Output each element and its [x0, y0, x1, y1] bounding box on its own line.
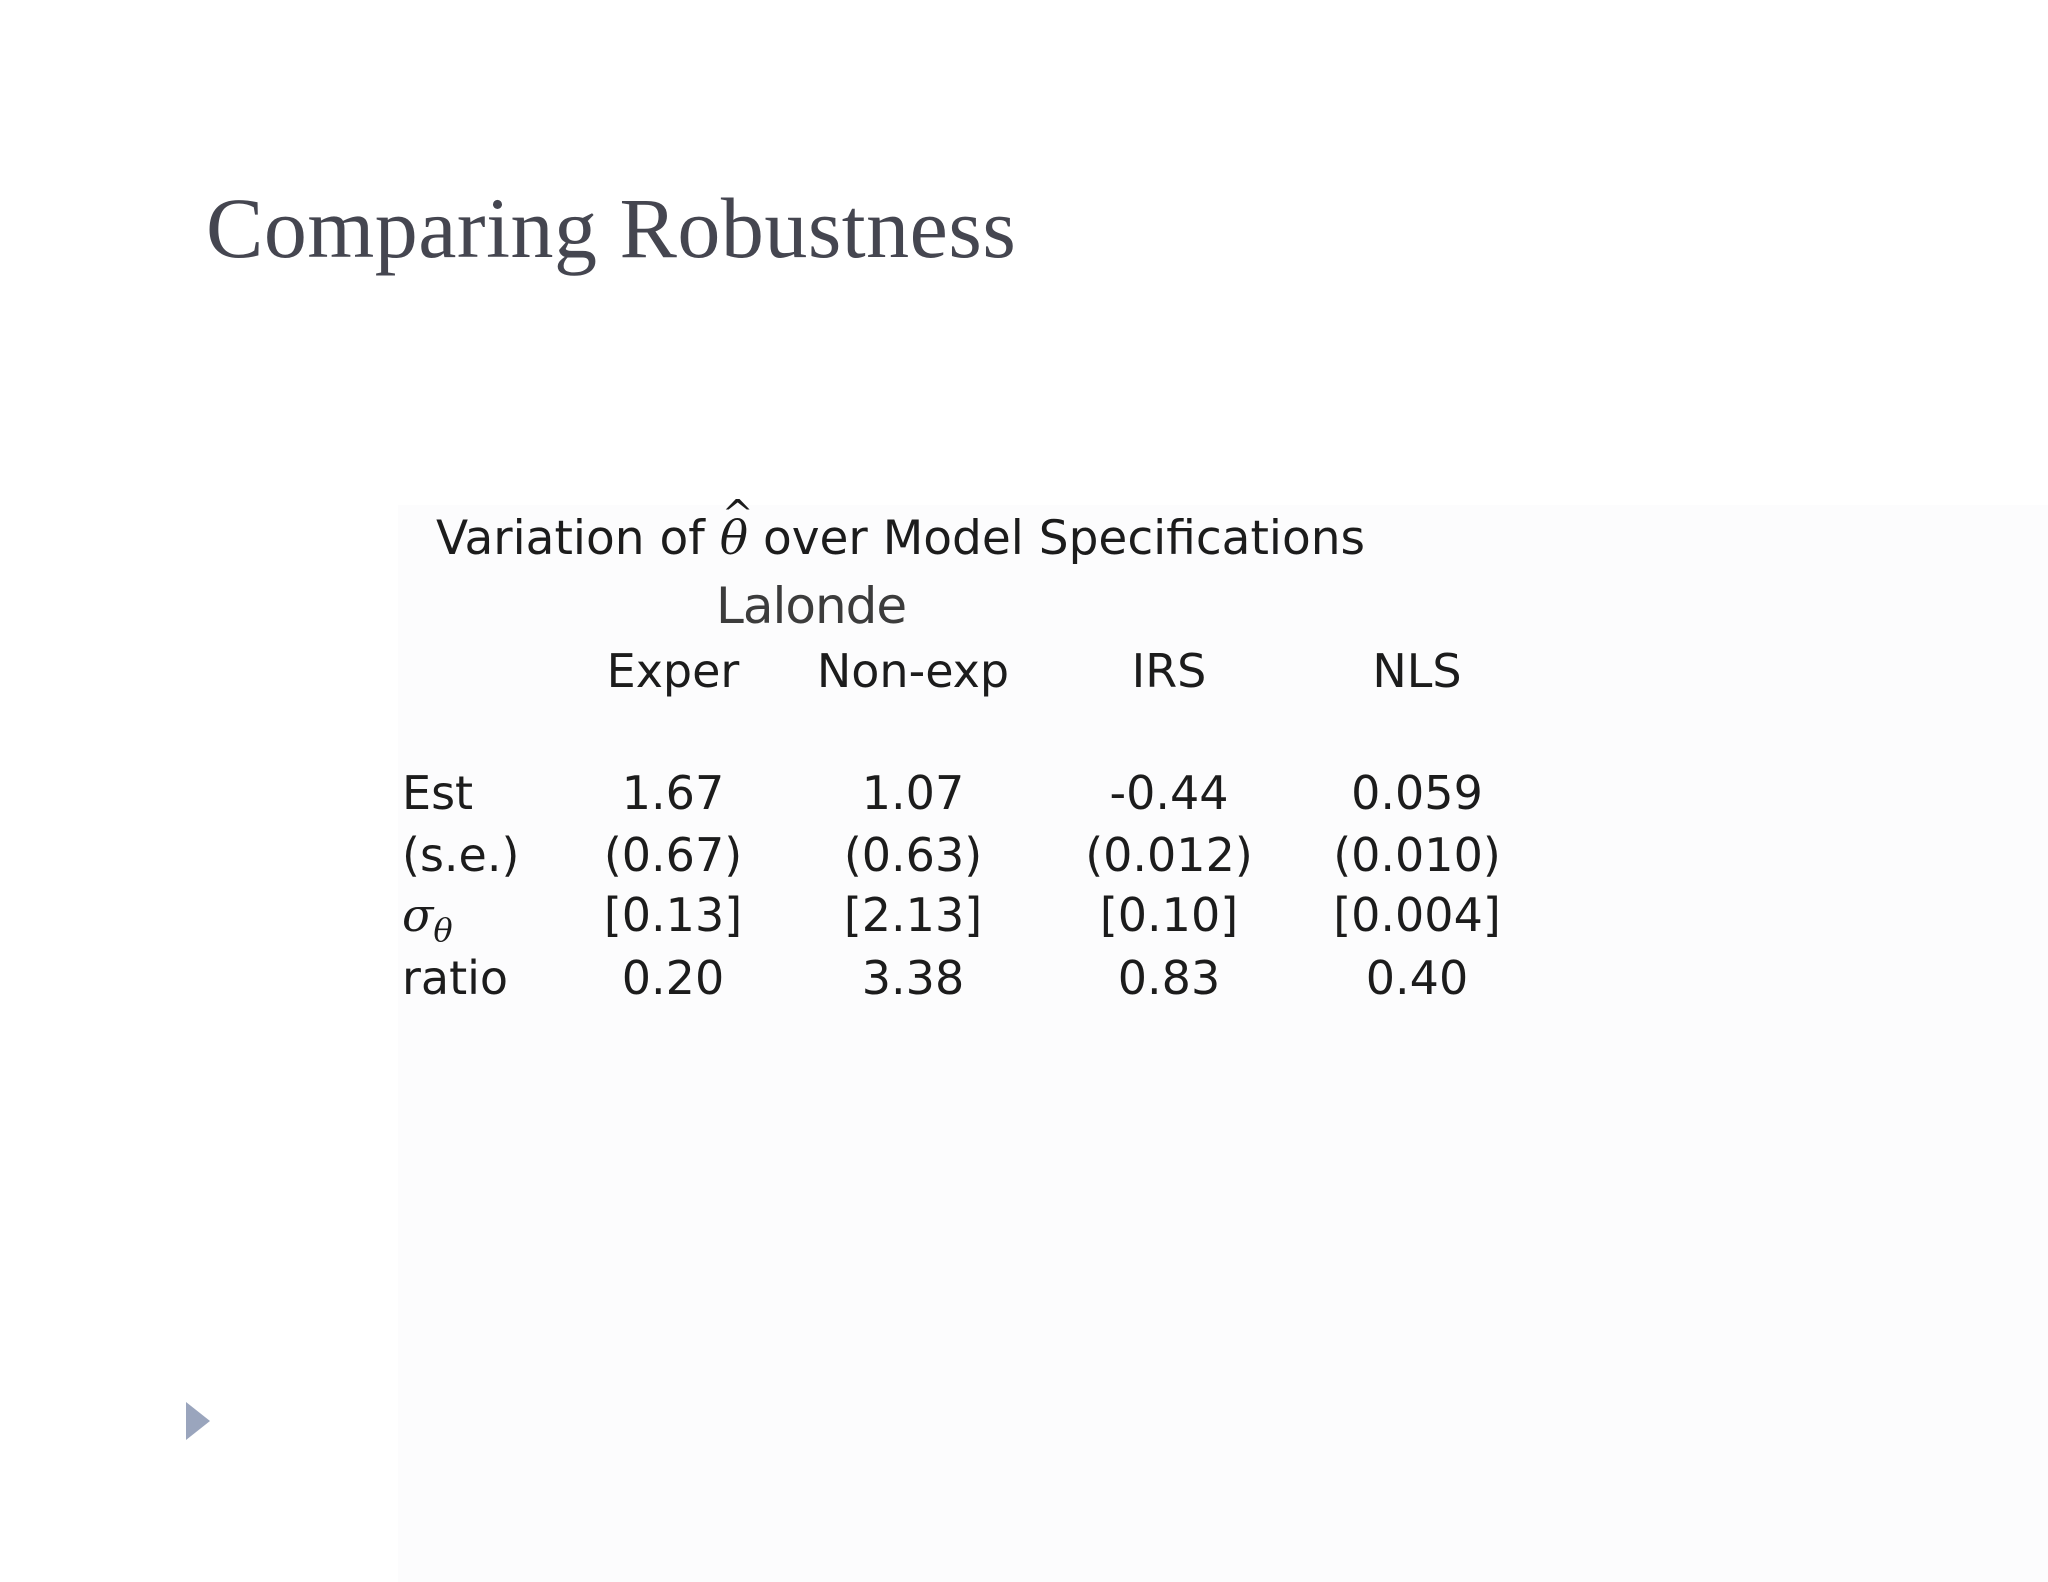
table-title: Variation of θ over Model Specifications [436, 512, 1365, 566]
row-label-se: (s.e.) [402, 828, 520, 882]
theta-hat-symbol: θ [720, 511, 748, 566]
row-label-sigma-theta: σθ [402, 888, 453, 957]
table-cell: -0.44 [1109, 766, 1229, 820]
table-cell: 3.38 [861, 951, 965, 1005]
column-header-non-exp: Non-exp [816, 644, 1010, 698]
slide-title: Comparing Robustness [206, 180, 1017, 276]
table-cell: 1.07 [861, 766, 965, 820]
table-subtitle: Lalonde [716, 577, 907, 635]
table-cell: (0.67) [603, 828, 743, 882]
table-cell: [0.10] [1099, 888, 1239, 942]
table-cell: [0.13] [603, 888, 743, 942]
table-cell: 0.83 [1117, 951, 1221, 1005]
table-image-area [398, 505, 2048, 1582]
table-cell: 1.67 [621, 766, 725, 820]
column-header-irs: IRS [1131, 644, 1207, 698]
table-cell: [2.13] [843, 888, 983, 942]
theta-subscript: θ [433, 911, 453, 949]
table-cell: [0.004] [1333, 888, 1501, 942]
table-cell: (0.63) [843, 828, 983, 882]
table-cell: 0.20 [621, 951, 725, 1005]
row-label-ratio: ratio [402, 951, 509, 1005]
table-cell: 0.059 [1351, 766, 1483, 820]
column-header-nls: NLS [1372, 644, 1462, 698]
sigma-symbol: σ [402, 888, 434, 942]
table-title-suffix: over Model Specifications [748, 511, 1365, 566]
table-cell: 0.40 [1365, 951, 1469, 1005]
column-header-exper: Exper [606, 644, 740, 698]
table-cell: (0.012) [1085, 828, 1253, 882]
table-cell: (0.010) [1333, 828, 1501, 882]
table-title-prefix: Variation of [436, 511, 720, 566]
triangle-right-icon [186, 1402, 210, 1440]
row-label-est: Est [402, 766, 474, 820]
